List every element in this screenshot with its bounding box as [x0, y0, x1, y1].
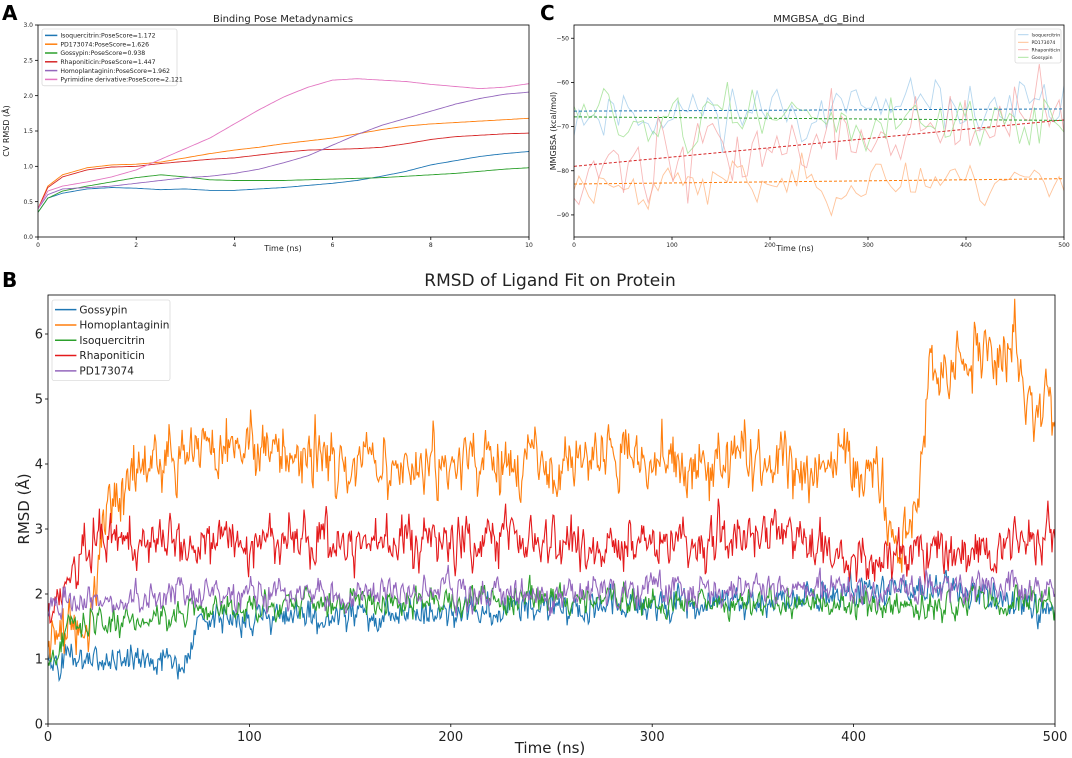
legend-label: Isoquercitrin:PoseScore=1.172	[60, 33, 155, 40]
chart-a-frame	[37, 24, 530, 238]
chart-c-ytick-label: −60	[556, 80, 569, 87]
chart-c-ytick-label: −70	[556, 124, 569, 131]
chart-a-ytick-label: 1.5	[23, 128, 33, 135]
chart-a-xtick-label: 10	[525, 242, 533, 249]
series-line	[574, 152, 1064, 217]
chart-b-axes: 0 100 200 300 400 500 0 1 2 3 4 5 6	[35, 328, 1068, 745]
chart-b-xtick-label: 0	[44, 730, 52, 745]
legend-label: Pyrimidine derivative:PoseScore=2.121	[60, 77, 183, 84]
chart-b-legend: Gossypin Homoplantaginin Isoquercitrin Rhap…	[51, 299, 171, 381]
trend-line	[574, 119, 1064, 167]
chart-c-xtick-label: 300	[862, 242, 874, 249]
chart-b-xtick-label: 300	[640, 730, 665, 745]
series-line	[38, 117, 529, 209]
chart-c-frame	[573, 24, 1065, 238]
chart-c-ytick-label: −80	[556, 168, 569, 175]
chart-a-ytick-label: 0.5	[23, 199, 33, 206]
series-line	[48, 498, 1055, 624]
series-line	[48, 564, 1055, 620]
trend-line	[574, 116, 1064, 121]
chart-b-ytick-label: 0	[35, 718, 43, 733]
panel-label-b: B	[2, 268, 17, 292]
chart-b-xlabel: Time (ns)	[514, 739, 586, 757]
legend-label: Gossypin:PoseScore=0.938	[60, 50, 145, 57]
chart-a-xtick-label: 0	[36, 242, 40, 249]
chart-a-ytick-label: 2.5	[23, 57, 33, 64]
legend-label: Homoplantaginin:PoseScore=1.962	[60, 68, 170, 75]
chart-b-ylabel: RMSD (Å)	[14, 473, 33, 544]
chart-c-ylabel: MMGBSA (kcal/mol)	[549, 92, 558, 171]
trend-line	[574, 178, 1064, 185]
chart-c-title: MMGBSA_dG_Bind	[773, 14, 864, 25]
chart-b-ytick-label: 1	[35, 653, 43, 668]
chart-a-ytick-label: 2.0	[23, 93, 33, 100]
chart-c-xtick-label: 0	[572, 242, 576, 249]
chart-c-ytick-label: −90	[556, 212, 569, 219]
chart-b-ytick-label: 5	[35, 393, 43, 408]
legend-label: Isoquercitrin	[1032, 32, 1061, 38]
legend-label: Isoquercitrin	[79, 335, 145, 347]
chart-b-title: RMSD of Ligand Fit on Protein	[424, 271, 675, 291]
chart-a-ylabel: CV RMSD (Å)	[0, 105, 11, 157]
chart-a-xtick-label: 8	[429, 242, 433, 249]
chart-c-ytick-label: −50	[556, 35, 569, 42]
chart-a-xlabel: Time (ns)	[263, 244, 302, 253]
series-line	[38, 167, 529, 213]
chart-a-title: Binding Pose Metadynamics	[213, 14, 353, 25]
series-line	[48, 298, 1055, 659]
chart-a-xtick-label: 6	[331, 242, 335, 249]
chart-c: MMGBSA_dG_Bind Time (ns) MMGBSA (kcal/mo…	[549, 14, 1070, 253]
series-line	[48, 574, 1055, 666]
legend-label: Homoplantaginin	[79, 320, 169, 332]
chart-a-legend: Isoquercitrin:PoseScore=1.172PD173074:Po…	[41, 28, 183, 87]
chart-c-xlabel: Time (ns)	[775, 244, 814, 253]
legend-label: Rhaponiticin	[1032, 47, 1061, 53]
series-line	[38, 91, 529, 209]
panel-label-c: C	[540, 1, 555, 25]
chart-b-xtick-label: 100	[237, 730, 262, 745]
chart-a-ytick-label: 1.0	[23, 163, 33, 170]
legend-label: PD173074	[1032, 40, 1056, 46]
chart-c-xtick-label: 500	[1058, 242, 1070, 249]
chart-c-axes: 0 100 200 300 400 500 −90 −80 −70 −60 −50	[556, 35, 1070, 249]
series-line	[38, 132, 529, 209]
chart-b-ytick-label: 6	[35, 328, 43, 343]
chart-b-xtick-label: 400	[841, 730, 866, 745]
series-line	[38, 78, 529, 209]
series-line	[38, 151, 529, 213]
series-line	[574, 76, 1064, 153]
chart-a-ytick-label: 3.0	[23, 22, 33, 29]
panel-label-a: A	[2, 1, 18, 25]
series-line	[574, 64, 1064, 206]
series-line	[574, 82, 1064, 155]
legend-label: Rhaponiticin:PoseScore=1.447	[60, 59, 155, 66]
legend-label: Gossypin	[1032, 55, 1053, 61]
chart-a: Binding Pose Metadynamics Time (ns) CV R…	[0, 14, 533, 253]
chart-b-xtick-label: 200	[438, 730, 463, 745]
chart-b-ytick-label: 4	[35, 458, 43, 473]
chart-b-ytick-label: 2	[35, 588, 43, 603]
legend-label: Gossypin	[79, 304, 127, 316]
chart-a-xtick-label: 2	[134, 242, 138, 249]
chart-b-ytick-label: 3	[35, 523, 43, 538]
chart-a-ytick-label: 0.0	[23, 234, 33, 241]
legend-label: Rhaponiticin	[79, 350, 144, 362]
legend-label: PD173074	[79, 366, 134, 378]
chart-b-frame	[47, 294, 1056, 725]
chart-a-axes: 0 2 4 6 8 10 0.0 0.5 1.0 1.5 2.0 2.5 3.0	[23, 22, 533, 249]
chart-c-xtick-label: 400	[960, 242, 972, 249]
chart-a-xtick-label: 4	[232, 242, 236, 249]
chart-b-xtick-label: 500	[1043, 730, 1068, 745]
chart-b: RMSD of Ligand Fit on Protein Time (ns) …	[14, 271, 1067, 757]
chart-c-xtick-label: 100	[666, 242, 678, 249]
chart-c-xtick-label: 200	[764, 242, 776, 249]
trend-line	[574, 108, 1064, 112]
legend-label: PD173074:PoseScore=1.626	[60, 41, 149, 48]
